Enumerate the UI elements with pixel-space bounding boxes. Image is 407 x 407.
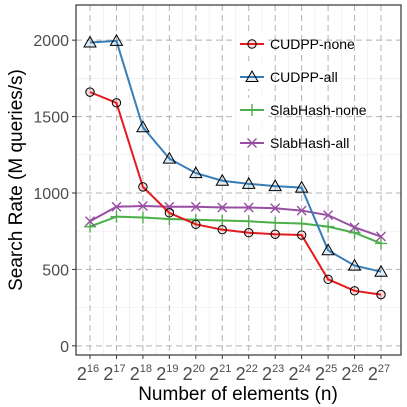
marker-triangle: [136, 120, 150, 133]
marker-circle: [138, 182, 148, 192]
x-tick-label: 222: [236, 363, 258, 384]
marker-cross: [85, 216, 95, 227]
legend-label: CUDPP-none: [270, 36, 355, 52]
legend-label: SlabHash-all: [270, 135, 349, 151]
marker-cross: [323, 210, 334, 221]
marker-triangle: [83, 35, 97, 48]
marker-plus: [295, 217, 308, 230]
marker-circle: [85, 87, 95, 97]
x-tick-label: 221: [209, 363, 231, 384]
marker-plus: [242, 215, 255, 228]
marker-plus: [163, 212, 176, 225]
marker-plus: [216, 214, 229, 227]
legend-label: CUDPP-all: [270, 69, 338, 85]
legend-entry-CUDPP-all: CUDPP-all: [236, 65, 338, 89]
marker-circle: [376, 289, 386, 300]
marker-triangle: [245, 69, 259, 82]
series-SlabHash-all: [85, 200, 386, 242]
legend-entry-SlabHash-all: SlabHash-all: [236, 131, 349, 155]
marker-triangle: [374, 264, 388, 277]
marker-triangle: [321, 243, 335, 256]
marker-plus: [246, 104, 258, 116]
legend: CUDPP-none CUDPP-all SlabHash-none SlabHash…: [236, 32, 367, 155]
marker-triangle: [215, 173, 230, 186]
marker-circle: [270, 229, 280, 239]
y-tick-label: 2000: [33, 33, 69, 50]
marker-circle: [349, 286, 360, 296]
marker-cross: [243, 202, 254, 213]
x-tick-label: 219: [156, 363, 178, 384]
marker-cross: [376, 231, 386, 242]
marker-circle: [323, 274, 333, 285]
marker-plus: [110, 210, 123, 223]
series-CUDPP-none: [85, 87, 386, 300]
marker-cross: [247, 138, 257, 148]
legend-entry-SlabHash-none: SlabHash-none: [236, 98, 367, 122]
marker-circle: [247, 39, 257, 49]
series-line: [89, 91, 382, 296]
legend-entry-CUDPP-none: CUDPP-none: [236, 32, 355, 56]
marker-cross: [349, 222, 360, 233]
x-tick-label: 217: [103, 363, 125, 384]
y-axis: 0 500 1000 1500 2000: [33, 33, 76, 356]
y-tick-label: 1000: [33, 186, 69, 203]
x-tick-label: 226: [341, 363, 363, 384]
marker-cross: [270, 203, 281, 214]
marker-circle: [164, 208, 175, 218]
plot-panel-border: [75, 4, 402, 356]
marker-plus: [269, 216, 282, 229]
y-tick-label: 1500: [33, 110, 69, 127]
marker-cross: [296, 205, 307, 216]
marker-plus: [375, 237, 387, 250]
x-tick-label: 225: [315, 363, 337, 384]
y-tick-label: 500: [42, 262, 69, 279]
marker-triangle: [347, 258, 362, 271]
marker-circle: [244, 228, 254, 238]
x-axis-title: Number of elements (n): [138, 384, 338, 405]
marker-circle: [191, 219, 201, 230]
marker-cross: [217, 202, 228, 213]
series-layer: [83, 33, 388, 300]
marker-cross: [190, 201, 201, 212]
marker-triangle: [294, 180, 309, 193]
series-CUDPP-all: [83, 33, 388, 277]
marker-plus: [84, 220, 96, 233]
marker-triangle: [188, 166, 203, 179]
y-axis-title: Search Rate (M queries/s): [6, 69, 27, 291]
marker-plus: [322, 220, 335, 233]
x-tick-label: 227: [368, 363, 390, 384]
x-axis: 216 217 218 219 220 221 222 223 224 225 226 227: [77, 355, 390, 384]
marker-triangle: [109, 33, 124, 46]
marker-cross: [111, 201, 122, 212]
x-tick-label: 220: [183, 363, 205, 384]
marker-circle: [217, 224, 227, 235]
grid: [76, 5, 401, 355]
marker-circle: [111, 98, 122, 108]
marker-circle: [296, 230, 307, 240]
marker-triangle: [241, 176, 256, 189]
legend-label: SlabHash-none: [270, 102, 367, 118]
marker-plus: [348, 226, 361, 239]
x-tick-label: 224: [289, 363, 311, 384]
y-tick-label: 0: [60, 339, 69, 356]
marker-plus: [136, 211, 149, 224]
x-tick-label: 216: [77, 363, 99, 384]
series-line: [89, 204, 382, 238]
x-tick-label: 218: [130, 363, 152, 384]
marker-triangle: [162, 151, 177, 164]
x-tick-label: 223: [262, 363, 284, 384]
marker-cross: [137, 200, 148, 211]
marker-triangle: [268, 179, 283, 192]
